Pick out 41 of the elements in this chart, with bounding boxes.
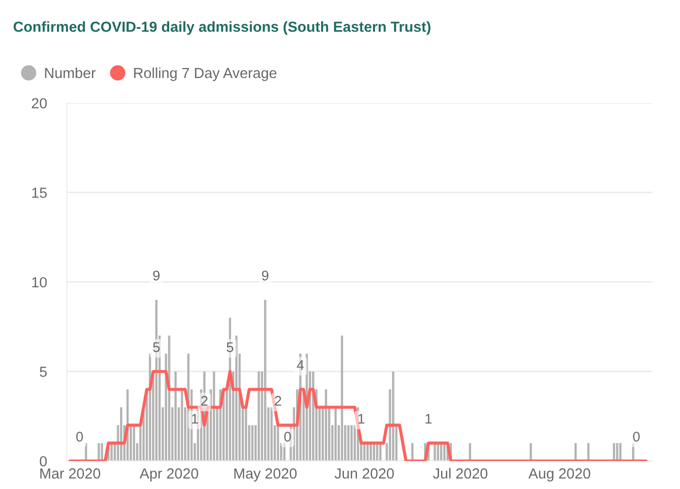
x-tick-label: Aug 2020 [528, 468, 590, 482]
data-label: 1 [426, 414, 432, 424]
bar [376, 443, 378, 461]
data-label: 4 [296, 360, 304, 370]
data-label: 2 [274, 396, 282, 406]
bar [632, 443, 634, 461]
legend-label: Rolling 7 Day Average [134, 67, 276, 82]
bar [530, 443, 532, 461]
bar [392, 371, 394, 461]
bar [258, 371, 260, 461]
data-label: 5 [226, 342, 234, 352]
data-label: 1 [358, 414, 364, 424]
y-tick-label: 15 [32, 188, 47, 198]
bar [370, 443, 372, 461]
data-label: 1 [192, 414, 198, 424]
data-label: 9 [262, 270, 268, 280]
legend-label: Number [45, 67, 96, 78]
bar [434, 443, 436, 461]
bar [440, 443, 442, 461]
bar [264, 300, 266, 461]
bar [168, 336, 170, 461]
bar [120, 407, 122, 461]
x-tick-label: May 2020 [234, 468, 297, 482]
bar [616, 443, 618, 461]
x-tick-label: Jul 2020 [433, 468, 488, 479]
x-tick-label: Mar 2020 [40, 468, 100, 479]
data-label: 0 [284, 432, 291, 442]
bar [98, 443, 100, 461]
data-label: 5 [153, 342, 160, 352]
y-tick-label: 0 [40, 456, 47, 466]
data-label: 0 [76, 432, 83, 442]
x-tick-label: Jun 2020 [334, 468, 394, 479]
data-label: 9 [153, 270, 160, 280]
x-tick-label: Apr 2020 [140, 468, 198, 482]
data-label: 2 [201, 396, 208, 406]
y-tick-label: 5 [40, 366, 47, 377]
chart-title: Confirmed COVID-19 daily admissions (South Eastern Trust) [14, 21, 430, 35]
line-series [68, 370, 648, 461]
y-tick-label: 10 [32, 277, 47, 288]
y-tick-label: 20 [32, 98, 47, 108]
data-label: 0 [633, 432, 640, 442]
